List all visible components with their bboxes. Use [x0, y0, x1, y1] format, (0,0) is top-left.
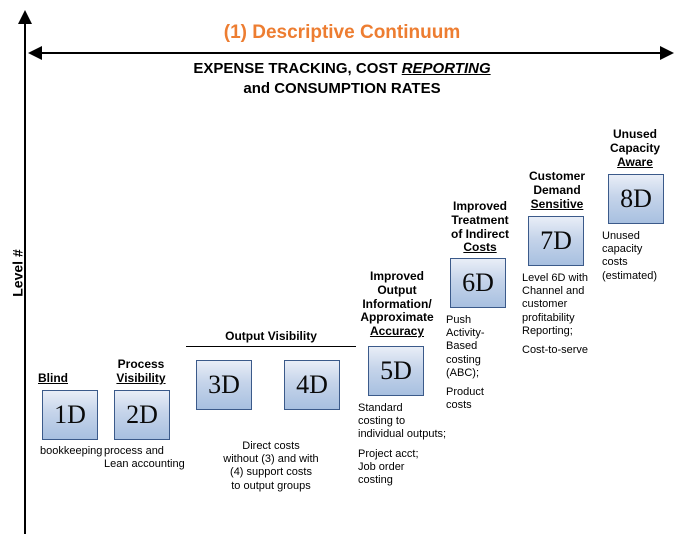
main-title: (1) Descriptive Continuum	[0, 22, 684, 44]
cat-blind: Blind	[38, 372, 98, 386]
cat-cu-l1: Customer	[529, 169, 585, 183]
cat-customer: Customer Demand Sensitive	[522, 170, 592, 211]
level-box-2d: 2D	[114, 390, 170, 440]
cat-blind-text: Blind	[38, 371, 68, 385]
cat-ii-l3: of Indirect	[451, 227, 509, 241]
cat-cu-l3: Sensitive	[531, 197, 584, 211]
level-box-3d: 3D	[196, 360, 252, 410]
cat-ii-l1: Improved	[453, 199, 507, 213]
cat-io-l4: Approximate	[360, 310, 433, 324]
level-box-6d: 6D	[450, 258, 506, 308]
cat-un-l3: Aware	[617, 155, 653, 169]
cat-ii-l4: Costs	[463, 240, 496, 254]
cat-cu-l2: Demand	[533, 183, 580, 197]
cat-un-l2: Capacity	[610, 141, 660, 155]
desc-3d: Direct costswithout (3) and with(4) supp…	[206, 440, 336, 493]
cat-process: Process Visibility	[106, 358, 176, 386]
level-box-1d: 1D	[42, 390, 98, 440]
subtitle-prefix: EXPENSE TRACKING, COST	[193, 60, 401, 77]
desc-8d: Unusedcapacitycosts(estimated)	[602, 230, 672, 283]
desc-7d: Level 6D withChannel andcustomerprofitab…	[522, 272, 604, 357]
level-box-4d: 4D	[284, 360, 340, 410]
subtitle-emph: REPORTING	[402, 60, 491, 77]
diagram-canvas: Level # (1) Descriptive Continuum EXPENS…	[0, 0, 684, 546]
cat-un-l1: Unused	[613, 127, 657, 141]
desc-5d: Standardcosting toindividual outputs;Pro…	[358, 402, 458, 487]
y-axis-label: Level #	[10, 249, 26, 296]
cat-output-rule	[186, 346, 356, 347]
cat-ii-l2: Treatment	[451, 213, 508, 227]
level-box-7d: 7D	[528, 216, 584, 266]
cat-io-l5: Accuracy	[370, 324, 424, 338]
level-box-5d: 5D	[368, 346, 424, 396]
desc-2d: process andLean accounting	[104, 445, 194, 471]
desc-1d: bookkeeping	[40, 445, 110, 458]
cat-improved-indirect: Improved Treatment of Indirect Costs	[440, 200, 520, 255]
cat-process-l1: Process	[118, 357, 165, 371]
subtitle-line-1: EXPENSE TRACKING, COST REPORTING	[0, 60, 684, 77]
subtitle-line-2: and CONSUMPTION RATES	[0, 80, 684, 97]
cat-improved-output: Improved Output Information/ Approximate…	[352, 270, 442, 339]
cat-process-l2: Visibility	[116, 371, 165, 385]
desc-6d: PushActivity-Basedcosting(ABC);Productco…	[446, 314, 516, 412]
cat-unused: Unused Capacity Aware	[600, 128, 670, 169]
level-box-8d: 8D	[608, 174, 664, 224]
cat-io-l1: Improved	[370, 269, 424, 283]
cat-io-l2: Output	[377, 283, 416, 297]
cat-io-l3: Information/	[362, 297, 431, 311]
x-axis	[30, 52, 672, 54]
cat-output: Output Visibility	[196, 330, 346, 344]
